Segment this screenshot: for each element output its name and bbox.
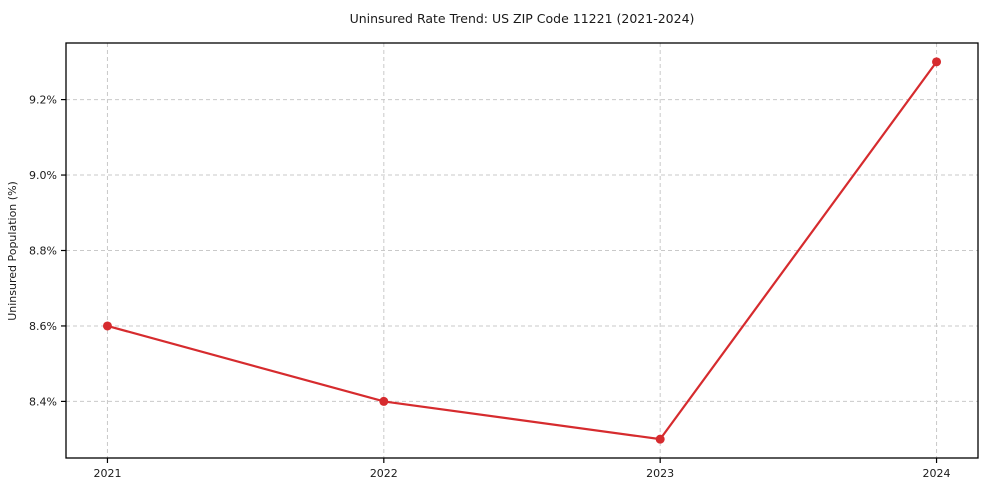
- y-tick-label: 8.6%: [29, 320, 57, 333]
- data-point: [379, 396, 389, 406]
- trend-line: [106, 60, 938, 441]
- y-tick-label: 8.4%: [29, 395, 57, 408]
- y-axis-label: Uninsured Population (%): [6, 181, 19, 321]
- x-tick-label: 2022: [370, 467, 398, 480]
- grid-lines: [66, 43, 978, 458]
- data-point: [102, 321, 112, 331]
- axes: [61, 42, 979, 463]
- x-tick-label: 2023: [646, 467, 674, 480]
- chart-title: Uninsured Rate Trend: US ZIP Code 11221 …: [350, 11, 695, 26]
- y-tick-label: 9.0%: [29, 169, 57, 182]
- data-point: [655, 434, 665, 444]
- y-tick-label: 9.2%: [29, 93, 57, 106]
- data-series: [102, 57, 942, 444]
- y-tick-label: 8.8%: [29, 244, 57, 257]
- x-tick-label: 2021: [93, 467, 121, 480]
- tick-labels: 2021 2022 2023 2024 8.4% 8.6% 8.8% 9.0% 9.2%: [29, 93, 950, 480]
- data-point: [932, 57, 942, 67]
- x-tick-label: 2024: [923, 467, 951, 480]
